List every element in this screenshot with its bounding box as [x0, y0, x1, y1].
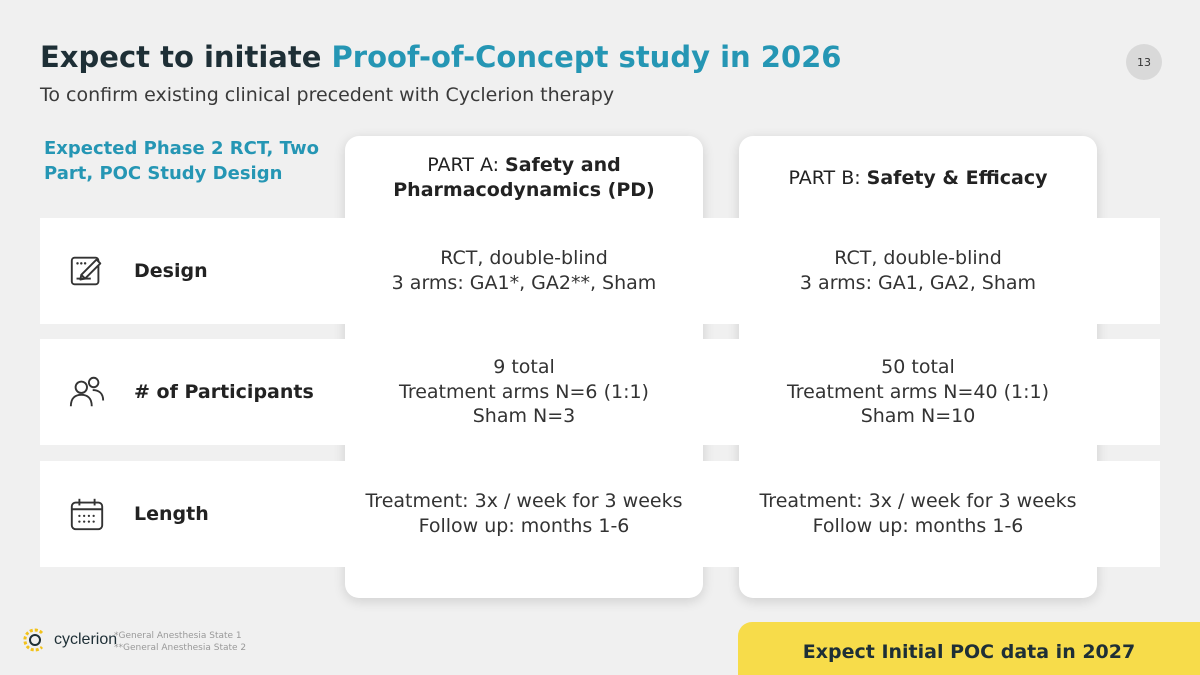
- cell-line: Treatment: 3x / week for 3 weeks: [759, 490, 1077, 513]
- cell-line: Sham N=3: [472, 405, 576, 428]
- part-a-participants-cell: 9 total Treatment arms N=6 (1:1) Sham N=…: [345, 339, 703, 445]
- row-label-length: Length: [134, 503, 209, 525]
- page-title: Expect to initiate Proof-of-Concept stud…: [40, 40, 841, 74]
- cell-line: 3 arms: GA1, GA2, Sham: [799, 272, 1037, 294]
- design-icon: [70, 256, 102, 286]
- calendar-icon: [70, 498, 104, 531]
- cell-line: Follow up: months 1-6: [812, 515, 1024, 537]
- part-a-header: PART A: Safety and Pharmacodynamics (PD): [345, 136, 703, 220]
- study-design-heading: Expected Phase 2 RCT, Two Part, POC Stud…: [44, 138, 319, 185]
- part-b-prefix: PART B:: [788, 166, 867, 189]
- page-subtitle: To confirm existing clinical precedent w…: [40, 84, 615, 106]
- row-design: Design RCT, double-blind 3 arms: GA1*, G…: [40, 218, 1160, 324]
- participants-icon: [69, 376, 105, 407]
- cyclerion-logo: cyclerion: [20, 622, 117, 658]
- part-b-length-cell: Treatment: 3x / week for 3 weeks Follow …: [739, 461, 1097, 567]
- part-a-length-cell: Treatment: 3x / week for 3 weeks Follow …: [345, 461, 703, 567]
- title-prefix: Expect to initiate: [40, 40, 332, 74]
- title-accent: Proof-of-Concept study in 2026: [331, 40, 842, 74]
- part-b-title: Safety & Efficacy: [866, 166, 1048, 189]
- row-label-participants: # of Participants: [134, 381, 314, 403]
- part-b-participants-cell: 50 total Treatment arms N=40 (1:1) Sham …: [739, 339, 1097, 445]
- part-a-design-cell: RCT, double-blind 3 arms: GA1*, GA2**, S…: [345, 218, 703, 324]
- poc-data-banner: Expect Initial POC data in 2027: [738, 622, 1200, 675]
- cell-line: Treatment arms N=40 (1:1): [786, 380, 1050, 403]
- cell-line: Follow up: months 1-6: [418, 515, 630, 537]
- cell-line: Sham N=10: [860, 405, 976, 428]
- part-a-title: Safety and Pharmacodynamics (PD): [393, 154, 655, 201]
- row-label-design: Design: [134, 260, 208, 282]
- part-a-prefix: PART A:: [427, 154, 506, 177]
- cell-line: 50 total: [881, 355, 955, 378]
- cell-line: Treatment: 3x / week for 3 weeks: [365, 490, 683, 513]
- footnotes: *General Anesthesia State 1 **General An…: [114, 630, 246, 654]
- cell-line: 3 arms: GA1*, GA2**, Sham: [391, 272, 657, 294]
- row-participants: # of Participants 9 total Treatment arms…: [40, 339, 1160, 445]
- cell-line: RCT, double-blind: [834, 247, 1002, 270]
- footnote: **General Anesthesia State 2: [114, 643, 247, 654]
- page-number: 13: [1126, 44, 1162, 80]
- part-b-design-cell: RCT, double-blind 3 arms: GA1, GA2, Sham: [739, 218, 1097, 324]
- row-length: Length Treatment: 3x / week for 3 weeks …: [40, 461, 1160, 567]
- logo-text: cyclerion: [54, 631, 118, 648]
- cell-line: 9 total: [493, 355, 555, 378]
- part-b-header: PART B: Safety & Efficacy: [739, 136, 1097, 220]
- cell-line: RCT, double-blind: [440, 247, 608, 270]
- cyclerion-logo-icon: [23, 628, 44, 652]
- cell-line: Treatment arms N=6 (1:1): [399, 380, 649, 403]
- footnote: *General Anesthesia State 1: [114, 631, 242, 641]
